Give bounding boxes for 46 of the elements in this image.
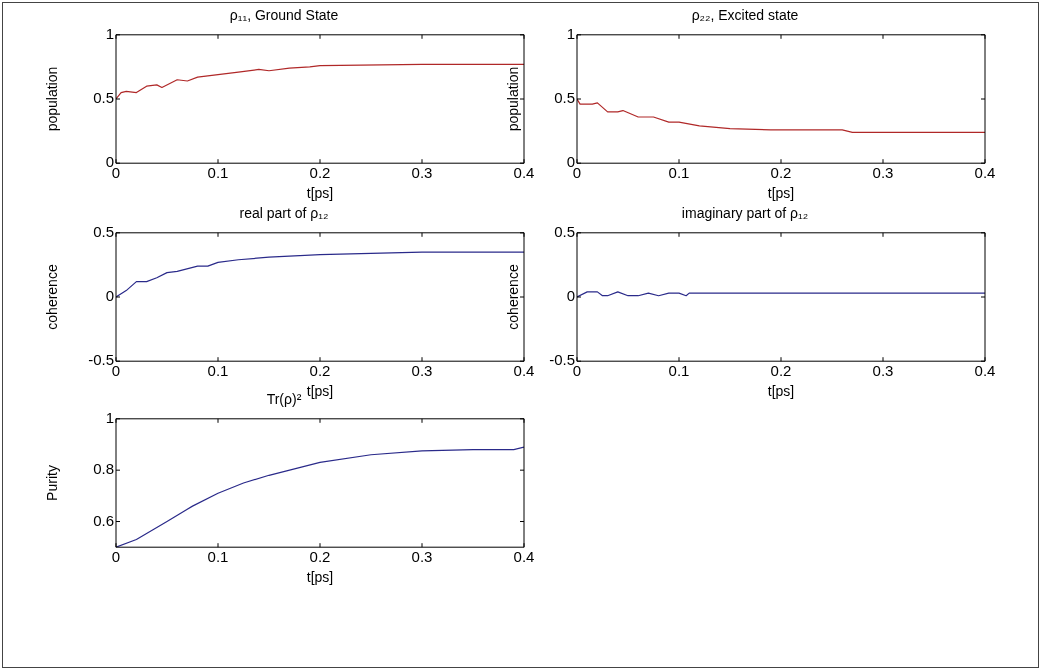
x-tick-label: 0.4 [974, 164, 996, 182]
x-tick-label: 0.3 [872, 164, 894, 182]
x-tick-label: 0.2 [309, 362, 331, 380]
y-axis-title: Purity [44, 465, 61, 501]
x-tick-label: 0.2 [309, 164, 331, 182]
y-axis-title: population [44, 66, 61, 132]
x-tick-label: 0.3 [411, 548, 433, 566]
x-tick-label: 0.2 [770, 164, 792, 182]
y-tick-label: 1 [105, 24, 114, 42]
x-axis-title: t[ps] [306, 569, 334, 586]
x-tick-label: 0.4 [513, 362, 535, 380]
y-tick-label: 0.5 [554, 89, 575, 107]
y-tick-label: 0 [566, 287, 575, 305]
y-tick-label: 0 [105, 287, 114, 305]
x-tick-label: 0.1 [668, 164, 690, 182]
x-tick-label: 0.3 [872, 362, 894, 380]
y-tick-label: 0.8 [93, 460, 114, 478]
x-tick-label: 0.3 [411, 164, 433, 182]
x-tick-label: 0.3 [411, 362, 433, 380]
x-tick-label: 0.1 [207, 362, 229, 380]
y-tick-label: 0.5 [93, 222, 114, 240]
x-axis-title: t[ps] [767, 383, 795, 400]
x-tick-label: 0.2 [309, 548, 331, 566]
x-tick-label: 0.2 [770, 362, 792, 380]
x-tick-label: 0.4 [974, 362, 996, 380]
y-tick-label: 0.5 [554, 222, 575, 240]
x-axis-title: t[ps] [767, 185, 795, 202]
y-tick-label: 0.6 [93, 511, 114, 529]
x-axis-title: t[ps] [306, 383, 334, 400]
chart-title: ρ₁₁, Ground State [229, 7, 339, 24]
y-axis-title: coherence [505, 264, 522, 330]
chart-title: imaginary part of ρ₁₂ [681, 205, 809, 222]
x-tick-label: 0.1 [207, 548, 229, 566]
y-axis-title: coherence [44, 264, 61, 330]
x-tick-label: 0.1 [668, 362, 690, 380]
x-axis-title: t[ps] [306, 185, 334, 202]
y-tick-label: 1 [566, 24, 575, 42]
chart-title: real part of ρ₁₂ [239, 205, 329, 222]
chart-title: ρ₂₂, Excited state [691, 7, 799, 24]
y-axis-title: population [505, 66, 522, 132]
x-tick-label: 0.4 [513, 548, 535, 566]
y-tick-label: 1 [105, 408, 114, 426]
chart-title: Tr(ρ)² [266, 391, 302, 408]
y-tick-label: 0.5 [93, 89, 114, 107]
x-tick-label: 0.4 [513, 164, 535, 182]
x-tick-label: 0.1 [207, 164, 229, 182]
